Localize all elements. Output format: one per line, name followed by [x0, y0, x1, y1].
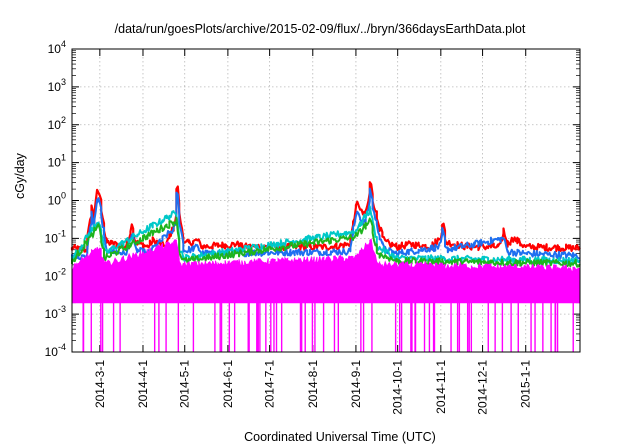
y-tick-label: 104: [48, 39, 66, 56]
plot-frame: [71, 48, 581, 353]
series-0: [70, 181, 581, 253]
x-tick-label: 2014-4-1: [136, 360, 150, 408]
y-tick-label: 101: [48, 153, 66, 170]
x-tick-label: 2014-12-1: [476, 360, 490, 415]
y-tick-label: 103: [48, 77, 66, 94]
x-tick-label: 2014-5-1: [178, 360, 192, 408]
y-tick-label: 10-1: [45, 228, 66, 245]
y-tick-label: 10-3: [45, 304, 66, 321]
x-tick-label: 2015-1-1: [519, 360, 533, 408]
series-2: [71, 205, 581, 265]
x-axis-label: Coordinated Universal Time (UTC): [244, 430, 436, 444]
series-4: [71, 238, 581, 352]
x-tick-label: 2014-7-1: [263, 360, 277, 408]
y-axis-label: cGy/day: [13, 153, 27, 199]
series-line: [71, 216, 581, 268]
chart-title: /data/run/goesPlots/archive/2015-02-09/f…: [114, 22, 526, 36]
x-tick-label: 2014-8-1: [306, 360, 320, 408]
series-3: [71, 216, 581, 268]
y-tick-label: 10-2: [45, 266, 66, 283]
grid: 10-4 10-3 10-2 10-1 100 101 102 103 104 2014-3-1 2…: [45, 39, 580, 415]
series-line: [71, 205, 581, 265]
x-tick-label: 2014-11-1: [434, 360, 448, 414]
series-line: [70, 181, 581, 253]
series-1: [71, 187, 581, 262]
y-tick-label: 102: [48, 115, 66, 132]
x-tick-label: 2014-6-1: [221, 360, 235, 408]
x-tick-label: 2014-9-1: [349, 360, 363, 408]
y-tick-label: 10-4: [45, 342, 66, 359]
x-tick-label: 2014-10-1: [391, 360, 405, 415]
y-tick-label: 100: [48, 191, 66, 208]
series-band: [71, 238, 581, 304]
series-line: [71, 187, 581, 262]
x-tick-label: 2014-3-1: [93, 360, 107, 408]
